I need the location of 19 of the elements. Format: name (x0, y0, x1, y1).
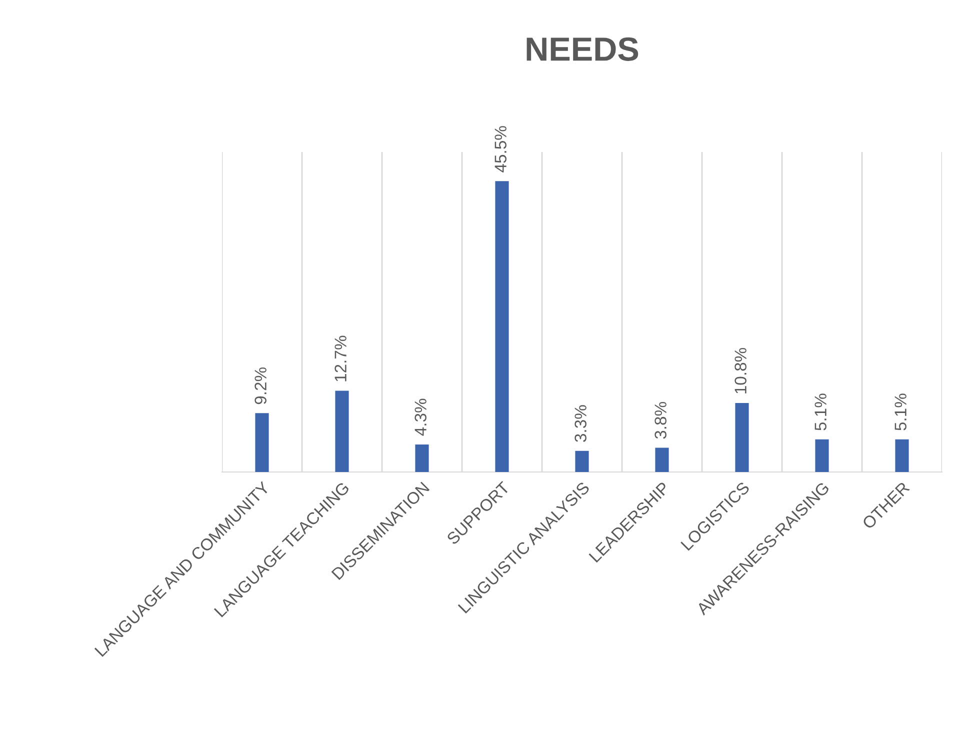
bar (735, 402, 749, 472)
bar (415, 444, 429, 472)
data-label: 3.3% (574, 405, 586, 442)
data-label: 5.1% (894, 394, 906, 430)
data-label: 10.8% (734, 348, 746, 394)
data-label: 45.5% (494, 126, 506, 172)
bar (815, 439, 829, 472)
data-label: 3.8% (654, 402, 666, 439)
data-label: 5.1% (814, 394, 826, 430)
bar (335, 390, 349, 472)
chart-title: NEEDS (526, 37, 638, 61)
data-label: 12.7% (334, 336, 346, 382)
bar (895, 439, 909, 472)
data-label: 4.3% (414, 398, 426, 436)
bar (655, 448, 669, 472)
bar (495, 181, 509, 472)
data-label: 9.2% (254, 367, 266, 404)
bar (255, 413, 269, 472)
bar (575, 450, 589, 472)
